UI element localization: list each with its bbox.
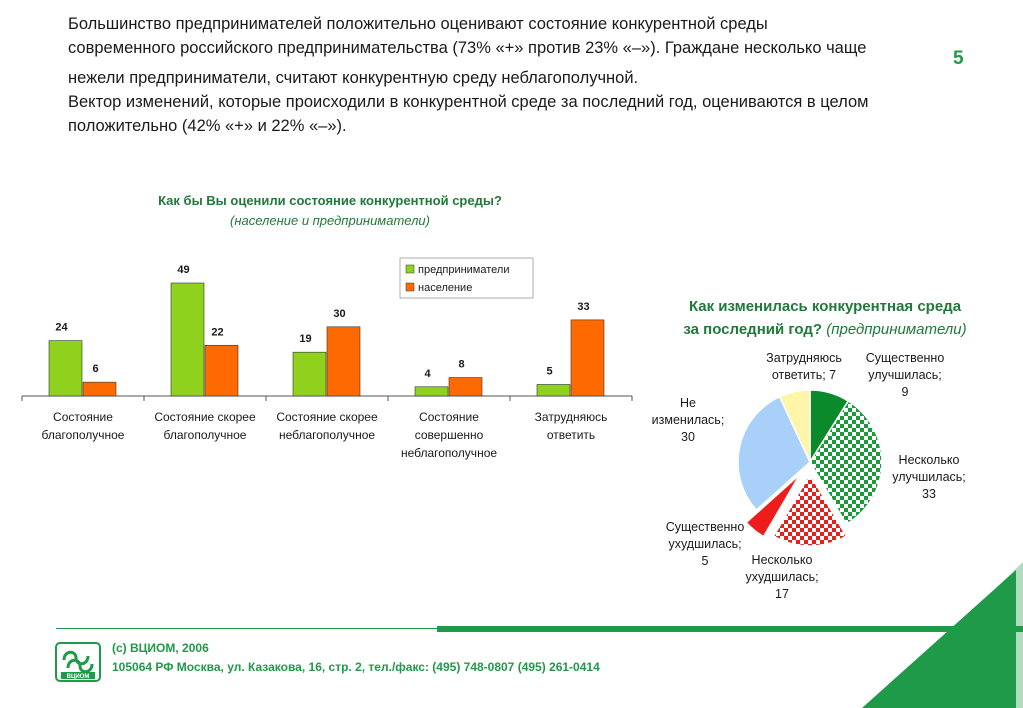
pie-chart-title: Как изменилась конкурентная среда за пос… xyxy=(640,295,1010,341)
bar-population xyxy=(204,344,239,397)
pie-slice-label: ухудшилась; xyxy=(668,537,741,551)
pie-slice-label: улучшилась; xyxy=(868,368,942,382)
pie-title-line1: Как изменилась конкурентная среда xyxy=(688,298,962,315)
category-label: неблагополучное xyxy=(401,446,497,460)
category-label: благополучное xyxy=(42,428,125,442)
bar-chart-subtitle: (население и предприниматели) xyxy=(230,213,430,228)
pie-slice-label: ухудшилась; xyxy=(745,570,818,584)
bar-entrepreneurs xyxy=(292,351,327,397)
pie-slice xyxy=(809,399,883,526)
footer-copyright: (с) ВЦИОМ, 2006 xyxy=(112,641,209,655)
category-label: Состояние скорее xyxy=(276,410,378,424)
intro-text: Большинство предпринимателей положительн… xyxy=(68,12,968,138)
category-label: неблагополучное xyxy=(279,428,375,442)
svg-text:ВЦИОМ: ВЦИОМ xyxy=(67,674,90,680)
intro-line: положительно (42% «+» и 22% «–»). xyxy=(68,117,347,135)
pie-slice-label: Затрудняюсь xyxy=(766,351,842,365)
pie-slice-label: улучшилась; xyxy=(892,470,966,484)
pie-slice-label: ответить; 7 xyxy=(772,368,836,382)
legend-label: население xyxy=(418,282,472,294)
bar-value-label: 24 xyxy=(55,322,68,334)
pie-slice-label: 9 xyxy=(902,385,909,399)
bar-chart-title: Как бы Вы оценили состояние конкурентной… xyxy=(158,193,502,208)
pie-slice-label: Несколько xyxy=(752,553,813,567)
pie-slice xyxy=(745,473,801,538)
slide-number: 5 xyxy=(953,48,964,69)
category-label: совершенно xyxy=(415,428,484,442)
bar-value-label: 4 xyxy=(424,368,431,380)
bar-population xyxy=(326,326,361,397)
pie-slice xyxy=(772,472,848,547)
pie-slice-label: 5 xyxy=(702,554,709,568)
category-label: Состояние скорее xyxy=(154,410,256,424)
bar-entrepreneurs xyxy=(48,340,83,397)
intro-line: Большинство предпринимателей положительн… xyxy=(68,15,768,33)
footer-accent-bar xyxy=(437,626,1023,632)
bar-value-label: 8 xyxy=(458,359,464,371)
pie-slice-label: 17 xyxy=(775,587,789,601)
intro-line: Вектор изменений, которые происходили в … xyxy=(68,93,869,111)
legend-swatch xyxy=(405,264,415,274)
bar-chart: 24 6 Состояние благополучное 49 22 Состояние с… xyxy=(21,257,633,460)
pie-chart: Существенно улучшилась; 9 Несколько улучшила… xyxy=(652,351,966,601)
intro-line: современного российского предприниматель… xyxy=(68,39,867,57)
bar-population xyxy=(570,319,605,397)
pie-title-line2: за последний год? xyxy=(683,321,823,338)
vciom-logo: ВЦИОМ xyxy=(55,642,101,682)
bar-value-label: 49 xyxy=(177,264,189,276)
bar-value-label: 30 xyxy=(333,308,345,320)
category-label: Состояние xyxy=(419,410,479,424)
pie-slice-label: Не xyxy=(680,396,696,410)
category-label: благополучное xyxy=(164,428,247,442)
bar-entrepreneurs xyxy=(170,282,205,397)
legend-label: предприниматели xyxy=(418,264,509,276)
bar-value-label: 5 xyxy=(546,365,552,377)
bar-value-label: 6 xyxy=(92,363,98,375)
pie-slice-label: Существенно xyxy=(666,520,745,534)
pie-slice-label: 33 xyxy=(922,487,936,501)
category-label: Затрудняюсь xyxy=(535,410,608,424)
bar-value-label: 22 xyxy=(211,326,223,338)
bar-value-label: 19 xyxy=(299,333,311,345)
pie-slice-label: Несколько xyxy=(899,453,960,467)
bar-population xyxy=(448,377,483,397)
footer-address: 105064 РФ Москва, ул. Казакова, 16, стр.… xyxy=(112,660,600,674)
category-label: ответить xyxy=(547,428,595,442)
bar-population xyxy=(82,381,117,397)
legend-swatch xyxy=(405,282,415,292)
bar-value-label: 33 xyxy=(577,301,589,313)
pie-chart-subtitle: (предприниматели) xyxy=(826,321,967,338)
pie-slice-label: Существенно xyxy=(866,351,945,365)
intro-line: нежели предприниматели, считают конкурен… xyxy=(68,69,639,87)
bar-entrepreneurs xyxy=(414,386,449,397)
pie-slice-label: 30 xyxy=(681,430,695,444)
bar-entrepreneurs xyxy=(536,384,571,397)
pie-slice-label: изменилась; xyxy=(652,413,725,427)
category-label: Состояние xyxy=(53,410,113,424)
pie-slice xyxy=(778,389,811,463)
legend-box xyxy=(399,257,534,299)
